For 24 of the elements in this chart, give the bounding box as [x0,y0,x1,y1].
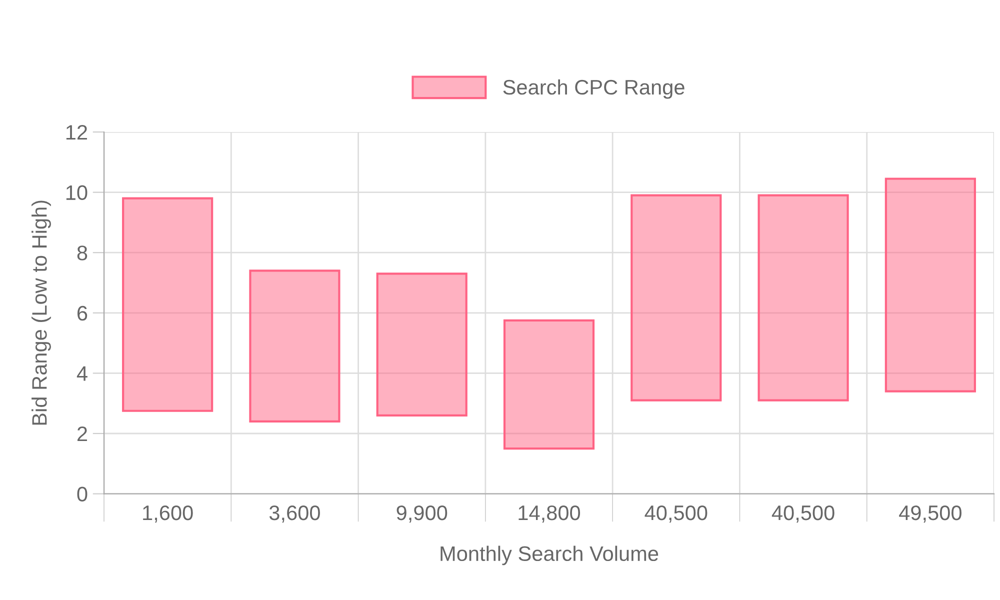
x-tick-label: 40,500 [644,505,708,523]
bar [122,197,214,412]
bar [249,270,340,422]
x-tick-label: 49,500 [899,505,962,523]
x-tick-label: 3,600 [269,505,320,523]
x-tick-label: 14,800 [518,505,580,523]
x-tick-label: 1,600 [143,505,193,523]
y-tick-label: 8 [77,246,88,260]
bar [376,272,468,416]
y-axis-title: Bid Range (Low to High) [32,200,51,425]
y-tick-label: 6 [78,306,88,321]
x-tick-label: 9,900 [396,505,448,523]
legend-label: Search CPC Range [503,79,684,99]
bar [758,194,849,402]
y-tick-label: 12 [66,125,87,140]
y-tick-label: 10 [66,185,88,200]
y-tick-label: 0 [77,486,88,502]
x-tick-label: 40,500 [772,505,834,523]
y-tick-label: 2 [77,426,87,442]
x-axis-title: Monthly Search Volume [440,546,658,566]
bar [884,178,976,392]
bar [503,319,595,450]
bar [630,194,722,402]
y-tick-label: 4 [76,366,88,381]
